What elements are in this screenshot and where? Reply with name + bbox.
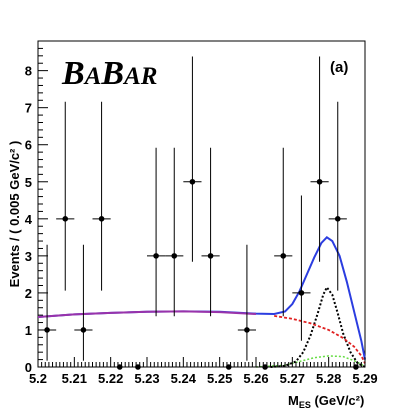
axis-ticks: 5.2 5.21 5.22 5.23 5.24 5.25 5.26 5.27 5.28 5.29 0… bbox=[25, 47, 378, 386]
x-tick-label: 5.21 bbox=[62, 371, 87, 386]
x-axis-title-sub: ES bbox=[299, 400, 311, 410]
data-point bbox=[219, 364, 238, 370]
data-point bbox=[38, 244, 57, 361]
y-tick-label: 4 bbox=[25, 212, 33, 227]
data-point bbox=[201, 147, 220, 317]
data-marker bbox=[280, 253, 287, 259]
data-point bbox=[110, 364, 129, 370]
x-axis-title-unit: (GeV/c²) bbox=[311, 393, 364, 408]
x-tick-label: 5.22 bbox=[98, 371, 123, 386]
y-tick-label: 8 bbox=[25, 64, 32, 79]
data-marker bbox=[62, 216, 69, 222]
data-marker bbox=[80, 327, 87, 333]
x-tick-label: 5.28 bbox=[316, 371, 341, 386]
data-points bbox=[38, 56, 365, 370]
babar-logo: BABAR bbox=[61, 55, 157, 92]
data-point bbox=[237, 244, 256, 361]
data-point bbox=[183, 56, 202, 262]
y-tick-label: 3 bbox=[25, 249, 32, 264]
data-point bbox=[147, 147, 166, 317]
data-marker bbox=[316, 178, 323, 185]
data-marker bbox=[298, 290, 305, 296]
signal-curve bbox=[270, 285, 366, 368]
panel-label: (a) bbox=[330, 59, 348, 76]
data-marker bbox=[153, 253, 159, 259]
data-point bbox=[274, 147, 293, 317]
data-point bbox=[310, 56, 329, 262]
peaking-background-curve bbox=[255, 355, 366, 368]
x-tick-label: 5.26 bbox=[243, 371, 268, 386]
x-tick-label: 5.29 bbox=[352, 371, 377, 386]
x-tick-label: 5.25 bbox=[207, 371, 232, 386]
data-point bbox=[292, 195, 311, 341]
x-tick-label: 5.23 bbox=[134, 371, 159, 386]
data-point bbox=[92, 101, 111, 291]
y-tick-label: 6 bbox=[25, 138, 32, 153]
y-tick-label: 0 bbox=[25, 360, 32, 375]
y-tick-label: 2 bbox=[25, 286, 32, 301]
data-point bbox=[256, 364, 275, 370]
data-marker bbox=[244, 327, 250, 333]
data-marker bbox=[171, 253, 178, 259]
data-marker bbox=[334, 216, 341, 222]
combined-background-overlap bbox=[37, 310, 257, 318]
y-tick-label: 7 bbox=[25, 101, 32, 116]
data-marker bbox=[207, 253, 214, 259]
data-point bbox=[128, 364, 147, 370]
x-tick-label: 5.27 bbox=[280, 371, 305, 386]
x-tick-label: 5.2 bbox=[29, 371, 47, 386]
data-point bbox=[165, 147, 184, 317]
x-axis-title: MES (GeV/c²) bbox=[288, 393, 364, 410]
data-marker bbox=[189, 178, 196, 185]
x-tick-label: 5.24 bbox=[171, 371, 197, 386]
data-point bbox=[56, 101, 75, 291]
data-point bbox=[328, 101, 347, 291]
fit-curves bbox=[37, 236, 366, 368]
x-axis-title-main: M bbox=[288, 393, 299, 408]
y-axis-title: Events / ( 0.005 GeV/c² ) bbox=[7, 141, 22, 288]
data-point bbox=[74, 244, 93, 361]
data-marker bbox=[98, 216, 105, 222]
y-tick-label: 5 bbox=[25, 175, 32, 190]
y-tick-label: 1 bbox=[25, 323, 32, 338]
combinatorial-background-curve bbox=[274, 314, 366, 364]
